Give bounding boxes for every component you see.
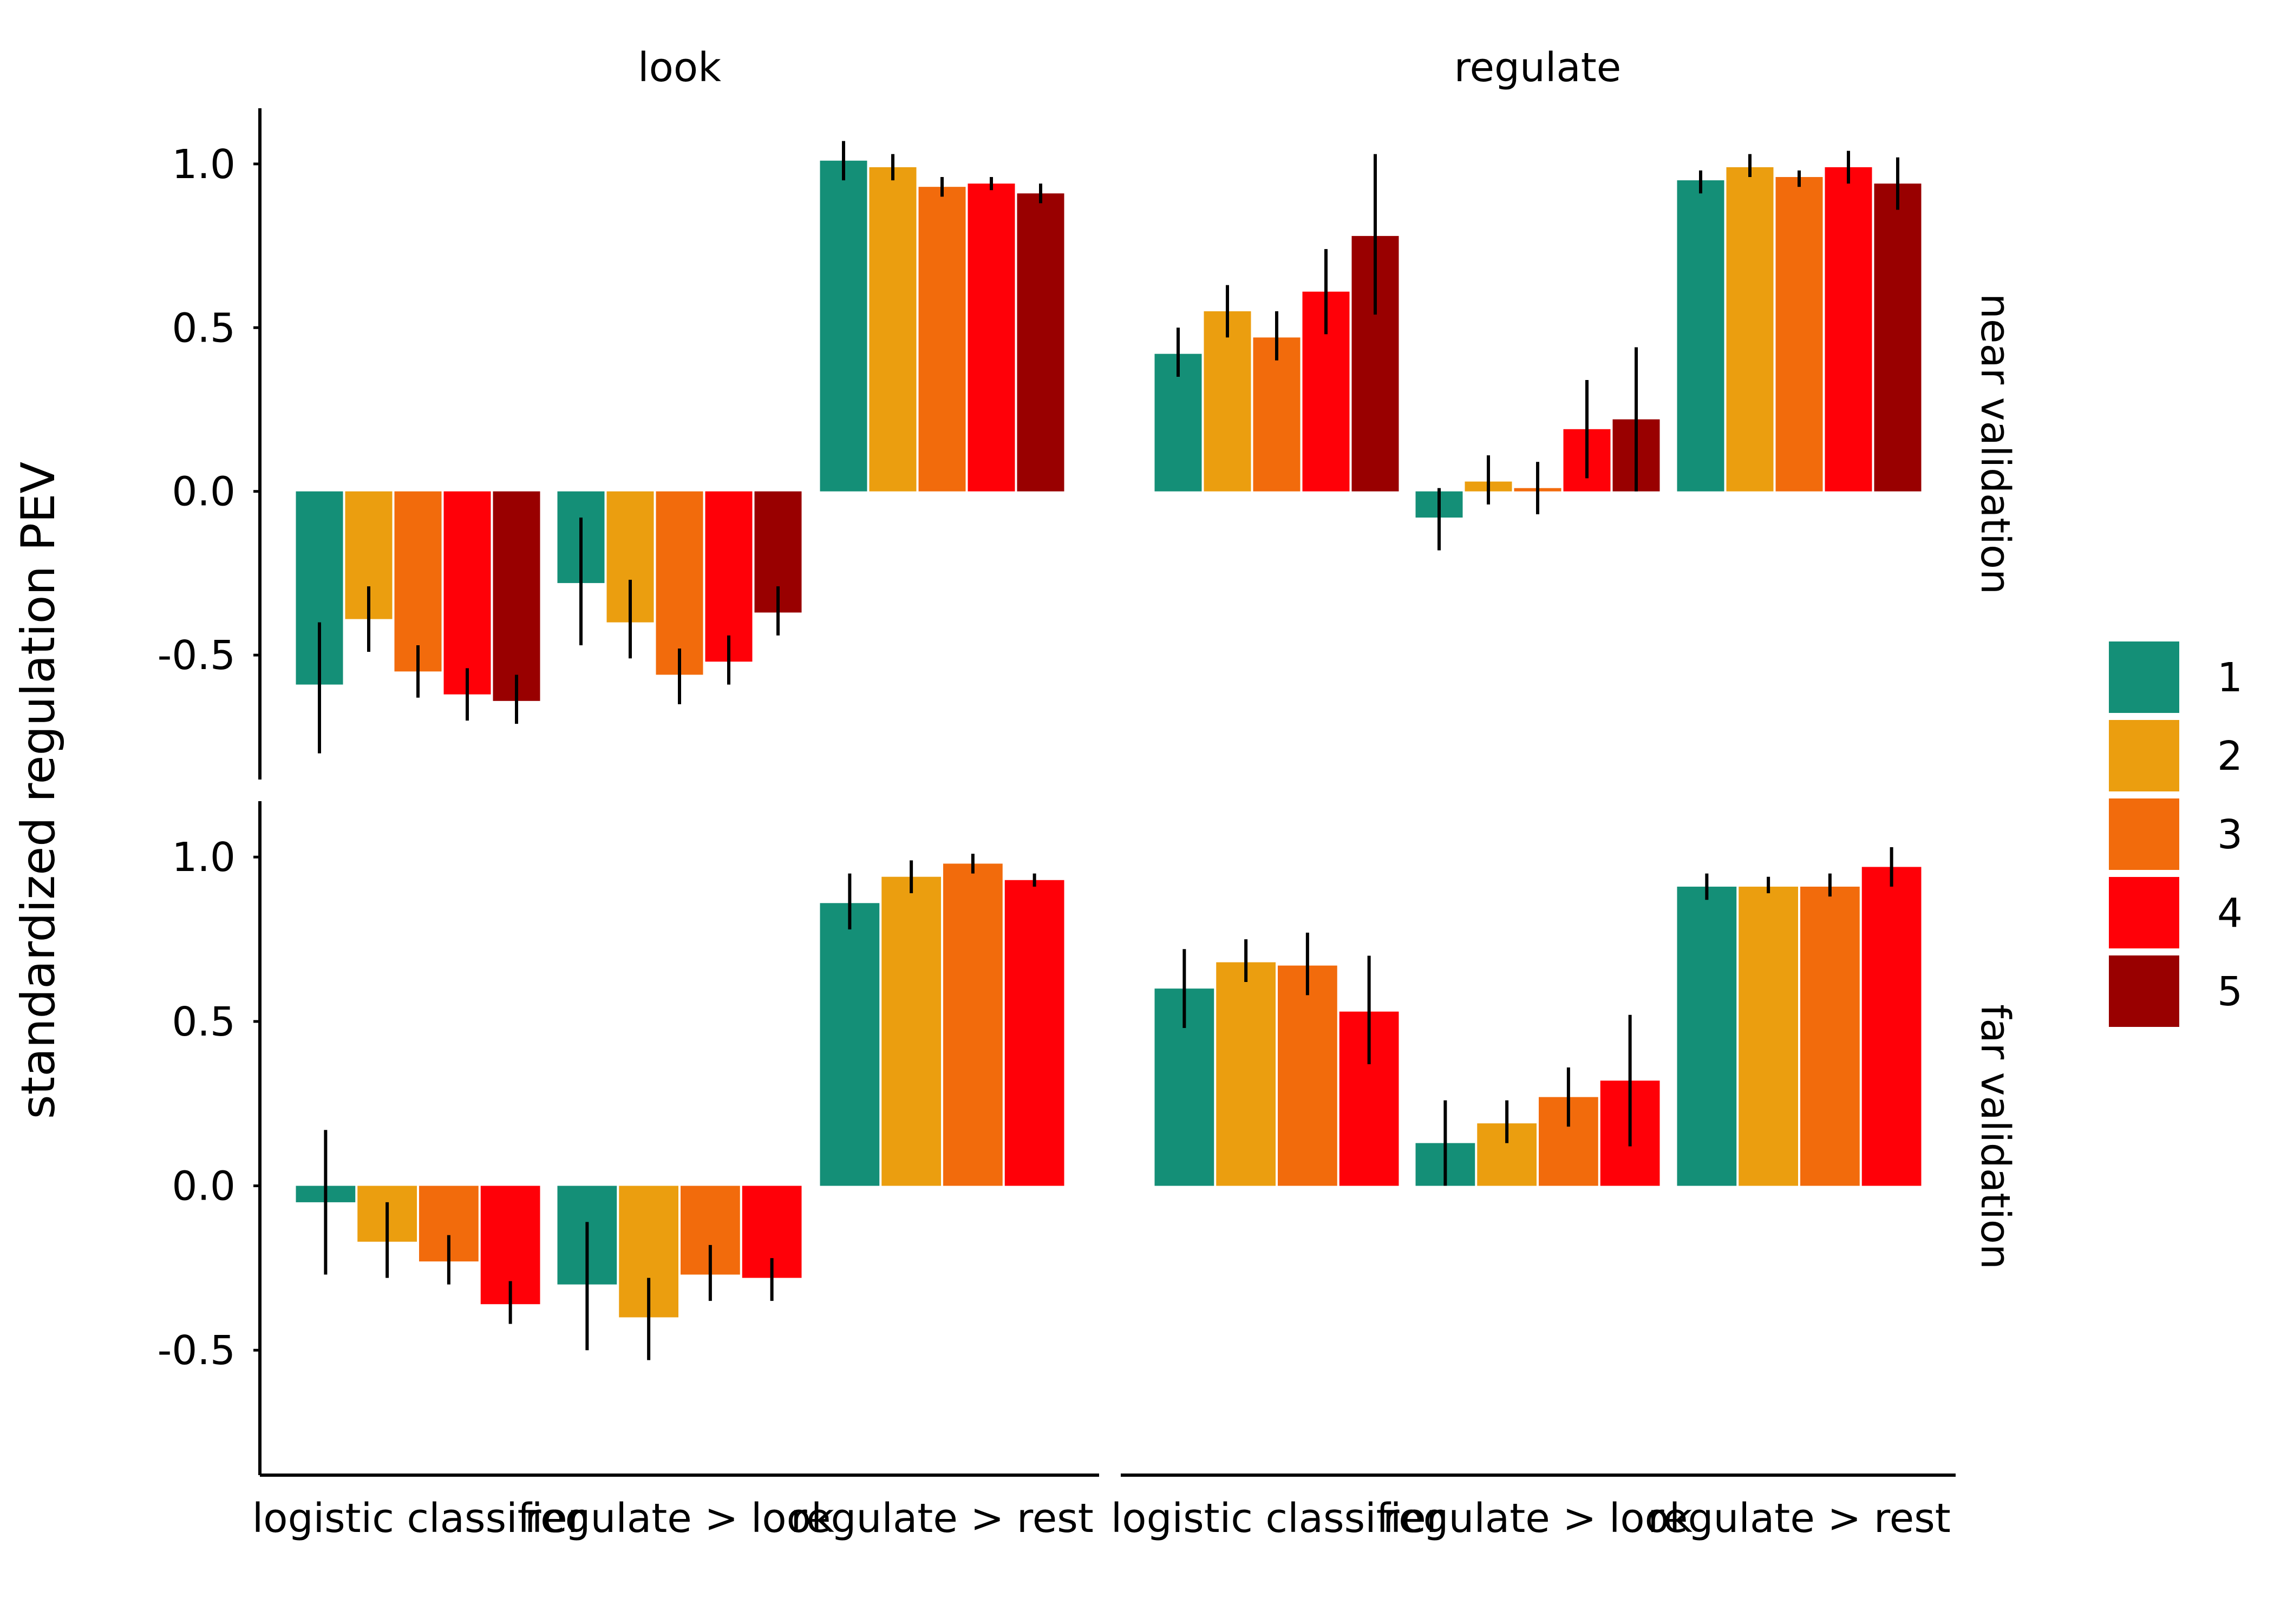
legend-swatch-5 xyxy=(2109,955,2179,1027)
x-tick-label: logistic classifier xyxy=(1111,1495,1443,1542)
bar xyxy=(1677,886,1737,1186)
y-tick-label: 1.0 xyxy=(172,141,236,188)
y-tick-label: -0.5 xyxy=(158,1327,236,1374)
bar xyxy=(1204,311,1251,492)
bar xyxy=(1800,886,1860,1186)
row-facet-label-far: far validation xyxy=(1972,1004,2018,1269)
bar xyxy=(1216,962,1276,1186)
legend-label-1: 1 xyxy=(2217,654,2243,701)
bar xyxy=(869,167,917,492)
bar xyxy=(394,491,442,672)
bar xyxy=(1739,886,1798,1186)
bar xyxy=(918,187,966,492)
legend-swatch-3 xyxy=(2109,798,2179,870)
legend-label-4: 4 xyxy=(2217,890,2243,937)
x-tick-label: logistic classifier xyxy=(252,1495,584,1542)
bar xyxy=(493,491,540,701)
bar xyxy=(1775,177,1823,492)
y-tick-label: -0.5 xyxy=(158,632,236,679)
bar xyxy=(1861,867,1922,1186)
col-facet-label-regulate: regulate xyxy=(1454,44,1622,91)
bar xyxy=(968,184,1015,492)
x-tick-label: regulate > rest xyxy=(790,1495,1094,1542)
x-tick-label: regulate > look xyxy=(1383,1495,1693,1542)
legend: 1 2 3 4 5 xyxy=(2109,641,2243,1027)
y-tick-label: 0.5 xyxy=(172,305,236,351)
bar xyxy=(1278,965,1337,1186)
bar xyxy=(705,491,753,662)
bar xyxy=(1253,337,1301,492)
y-tick-label: 0.0 xyxy=(172,1163,236,1210)
y-tick-label: 1.0 xyxy=(172,834,236,881)
bar xyxy=(1677,180,1724,492)
bar xyxy=(1726,167,1774,492)
legend-swatch-1 xyxy=(2109,641,2179,713)
bar xyxy=(820,903,880,1186)
y-tick-label: 0.0 xyxy=(172,469,236,515)
legend-swatch-4 xyxy=(2109,877,2179,948)
bar xyxy=(943,863,1003,1186)
bar xyxy=(1825,167,1872,492)
col-facet-label-look: look xyxy=(638,44,721,91)
y-axis-title: standardized regulation PEV xyxy=(11,462,66,1119)
row-facet-label-near: near validation xyxy=(1972,293,2018,594)
legend-label-5: 5 xyxy=(2217,968,2243,1015)
bar xyxy=(881,876,941,1186)
bar xyxy=(443,491,491,695)
legend-label-2: 2 xyxy=(2217,733,2243,780)
bar xyxy=(820,160,867,492)
x-tick-label: regulate > rest xyxy=(1648,1495,1951,1542)
x-tick-label: regulate > look xyxy=(525,1495,834,1542)
bar xyxy=(1874,184,1922,492)
bar xyxy=(1004,880,1064,1186)
bar xyxy=(656,491,703,675)
y-tick-label: 0.5 xyxy=(172,999,236,1045)
bar xyxy=(1017,193,1064,492)
legend-swatch-2 xyxy=(2109,720,2179,791)
legend-label-3: 3 xyxy=(2217,811,2243,858)
plot-area: -0.5 0.0 0.5 1.0 -0.5 0.0 0.5 1.0 xyxy=(158,108,1956,1477)
